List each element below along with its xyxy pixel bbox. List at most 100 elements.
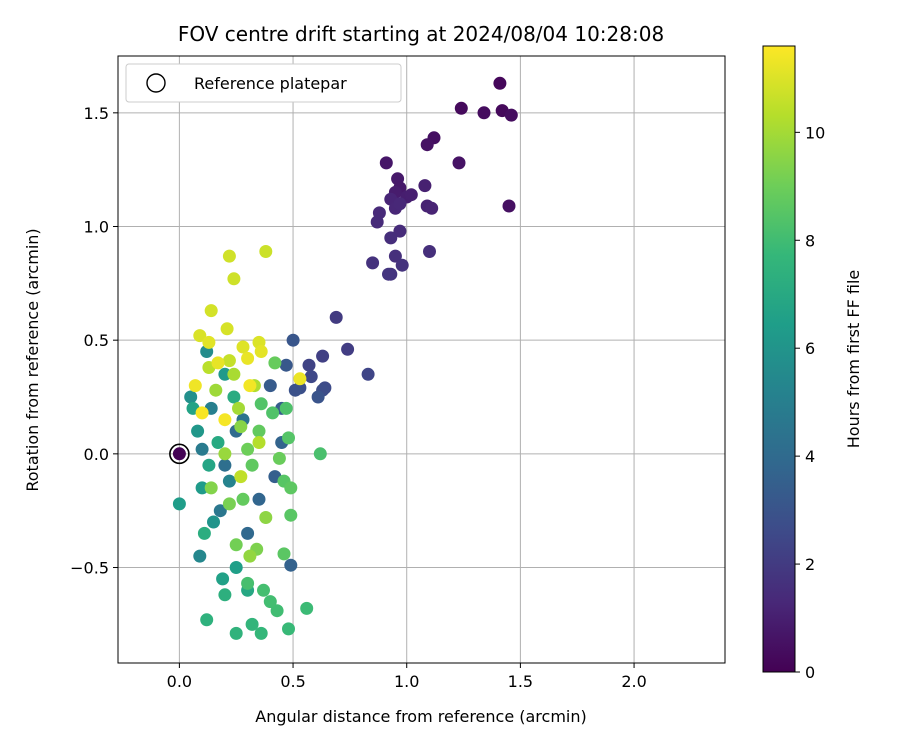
reference-marker (169, 443, 190, 465)
data-point (504, 108, 518, 122)
data-point (286, 333, 300, 347)
x-tick-label: 0.0 (167, 672, 192, 691)
y-axis-label: Rotation from reference (arcmin) (23, 228, 42, 491)
data-point (329, 310, 343, 324)
data-point (502, 199, 516, 213)
data-point (254, 626, 268, 640)
data-point (243, 549, 257, 563)
data-point (222, 249, 236, 263)
y-ticks: −0.5 0.0 0.5 1.0 1.5 (70, 104, 118, 578)
data-point (393, 224, 407, 238)
data-point (423, 245, 436, 258)
data-point (252, 424, 266, 438)
data-point (388, 249, 402, 263)
data-point (454, 101, 468, 115)
data-point (341, 342, 355, 356)
data-point (234, 470, 248, 484)
colorbar-tick-label: 4 (805, 447, 815, 466)
data-point (195, 442, 209, 456)
data-point (172, 497, 186, 511)
data-point (241, 576, 255, 590)
data-point (227, 272, 241, 286)
data-point (236, 492, 250, 506)
data-point (222, 354, 236, 368)
y-tick-label: −0.5 (70, 559, 109, 578)
data-point (195, 481, 209, 495)
data-point (259, 511, 273, 524)
data-point (200, 613, 214, 627)
data-point (193, 549, 207, 563)
data-point (191, 424, 205, 438)
data-point (195, 406, 209, 420)
data-point (218, 588, 232, 602)
x-tick-label: 0.5 (280, 672, 305, 691)
data-point (395, 258, 409, 272)
data-point (207, 515, 220, 529)
data-point (300, 601, 314, 615)
legend-label-reference: Reference platepar (194, 74, 347, 93)
x-tick-label: 1.5 (508, 672, 533, 691)
data-point (229, 626, 243, 640)
data-point (293, 372, 307, 386)
data-points (172, 76, 518, 640)
colorbar: 0 2 4 6 8 10 Hours from first FF file (762, 45, 863, 682)
x-ticks: 0.0 0.5 1.0 1.5 2.0 (167, 663, 647, 691)
data-point (304, 370, 318, 384)
data-point (393, 197, 407, 211)
reference-layer (169, 443, 190, 465)
colorbar-ticks: 0 2 4 6 8 10 (795, 123, 825, 682)
colorbar-tick-label: 8 (805, 231, 815, 250)
data-point (229, 538, 243, 552)
data-point (370, 215, 384, 229)
x-tick-label: 1.0 (394, 672, 419, 691)
data-point (222, 497, 236, 511)
data-point (232, 401, 245, 415)
data-point (222, 474, 236, 488)
data-point (366, 256, 380, 270)
data-point (236, 340, 250, 354)
data-point (382, 267, 395, 281)
data-point (227, 367, 241, 381)
data-point (384, 231, 398, 245)
data-point (284, 558, 298, 572)
data-point (245, 617, 259, 631)
data-point (204, 304, 218, 318)
data-point (229, 561, 243, 574)
data-point (218, 458, 232, 472)
colorbar-tick-label: 6 (805, 339, 815, 358)
data-point (279, 358, 293, 372)
colorbar-tick-label: 2 (805, 555, 815, 574)
y-tick-label: 0.5 (84, 331, 109, 350)
legend-box (125, 63, 402, 103)
data-point (218, 413, 232, 427)
data-point (263, 379, 277, 393)
data-point (202, 458, 216, 472)
data-point (284, 481, 298, 495)
colorbar-tick-label: 0 (805, 663, 815, 682)
data-point (227, 390, 241, 404)
data-point (243, 379, 257, 393)
data-point (288, 383, 302, 397)
data-point (257, 583, 270, 597)
data-point (254, 345, 268, 358)
data-point (284, 508, 298, 522)
data-point (220, 322, 234, 336)
x-axis-label: Angular distance from reference (arcmin) (255, 707, 586, 726)
data-point (254, 397, 268, 411)
data-point (218, 367, 232, 381)
data-point (277, 547, 291, 561)
data-point (252, 436, 266, 449)
data-point (279, 401, 293, 415)
data-point (268, 356, 282, 370)
legend-marker (146, 73, 166, 93)
data-point (204, 481, 218, 495)
data-point (241, 526, 255, 540)
data-point (213, 504, 227, 518)
y-tick-label: 1.0 (84, 218, 109, 237)
data-point (245, 458, 259, 472)
data-point (316, 349, 330, 363)
data-point (282, 431, 295, 445)
data-point (193, 329, 207, 343)
data-point (241, 442, 255, 456)
